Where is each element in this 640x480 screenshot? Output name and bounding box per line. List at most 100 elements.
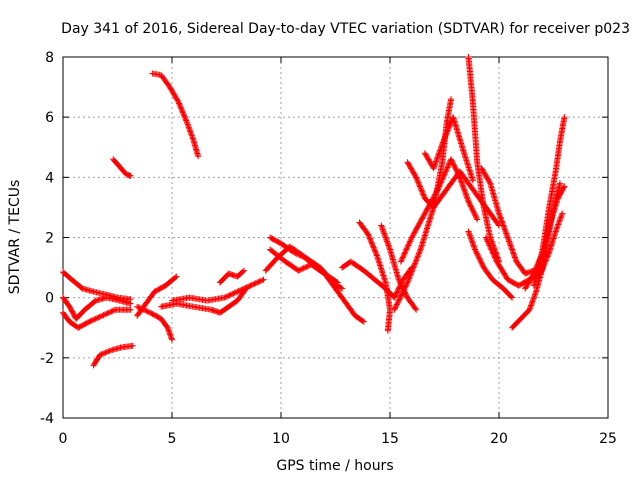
data-point [176,101,183,108]
data-point [472,246,479,253]
data-point [436,183,443,190]
data-point [172,274,179,281]
data-point [451,164,458,171]
data-point [402,283,409,290]
data-point [95,314,102,321]
data-point [408,234,415,241]
data-point [418,187,425,194]
data-point [531,269,538,276]
data-point [365,232,372,239]
grid [63,57,608,418]
data-point [530,296,537,303]
data-point [469,177,476,184]
data-point [485,239,492,246]
data-point [527,303,534,310]
data-point [188,132,195,139]
data-point [235,288,242,295]
data-point [452,165,459,172]
data-point [401,284,408,291]
data-point [527,275,534,282]
series-arc-a [60,269,134,303]
data-point [178,107,185,114]
data-point [406,275,413,282]
data-point [246,283,253,290]
data-point [508,293,515,300]
data-point [409,168,416,175]
data-point [144,308,151,315]
data-point [396,296,403,303]
data-point [417,218,424,225]
data-point [527,276,534,283]
data-point [408,235,415,242]
data-point [145,309,152,316]
data-point [490,251,497,258]
data-point [98,351,105,358]
data-point [439,176,446,183]
data-point [412,305,419,312]
data-point [525,279,532,286]
data-point [397,293,404,300]
data-point [413,306,420,313]
data-point [99,312,106,319]
data-point [422,209,429,216]
data-point [182,116,189,123]
data-point [451,162,458,169]
y-tick-label: 0 [45,291,54,307]
data-point [403,282,410,289]
data-point [108,308,115,315]
data-point [409,265,416,272]
data-point [405,242,412,249]
data-point [237,287,244,294]
data-point [424,205,431,212]
data-point [373,251,380,258]
data-point [391,306,398,313]
data-point [471,243,478,250]
y-tick-label: -2 [40,351,54,367]
data-point [167,85,174,92]
data-point [445,163,452,170]
data-point [103,349,110,356]
data-point [396,277,403,284]
data-point [553,225,560,232]
data-point [172,94,179,101]
data-point [423,206,430,213]
data-point [416,249,423,256]
data-point [257,277,264,284]
data-point [143,307,150,314]
data-point [419,188,426,195]
data-point [129,342,136,349]
data-point [558,211,565,218]
data-point [412,228,419,235]
data-point [485,176,492,183]
data-point [407,271,414,278]
data-point [97,313,104,320]
data-point [409,267,416,274]
data-point [111,307,118,314]
data-point [88,317,95,324]
data-point [303,263,310,270]
data-point [254,279,261,286]
data-point [415,252,422,259]
data-point [419,190,426,197]
data-point [400,251,407,258]
data-point [467,203,474,210]
data-point [441,171,448,178]
data-point [421,211,428,218]
data-point [179,109,186,116]
data-point [189,135,196,142]
y-tick-label: 4 [45,170,54,186]
data-point [250,281,257,288]
data-point [475,252,482,259]
data-point [406,238,413,245]
data-point [400,287,407,294]
data-point [432,191,439,198]
data-point [392,292,399,299]
data-point [169,87,175,94]
data-point [421,210,428,217]
data-point [401,286,408,293]
data-point [557,215,564,222]
data-point [481,170,488,177]
data-point [529,273,536,280]
data-point [102,349,109,356]
data-point [529,299,536,306]
